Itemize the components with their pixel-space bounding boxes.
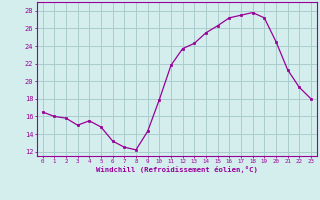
X-axis label: Windchill (Refroidissement éolien,°C): Windchill (Refroidissement éolien,°C) xyxy=(96,166,258,173)
